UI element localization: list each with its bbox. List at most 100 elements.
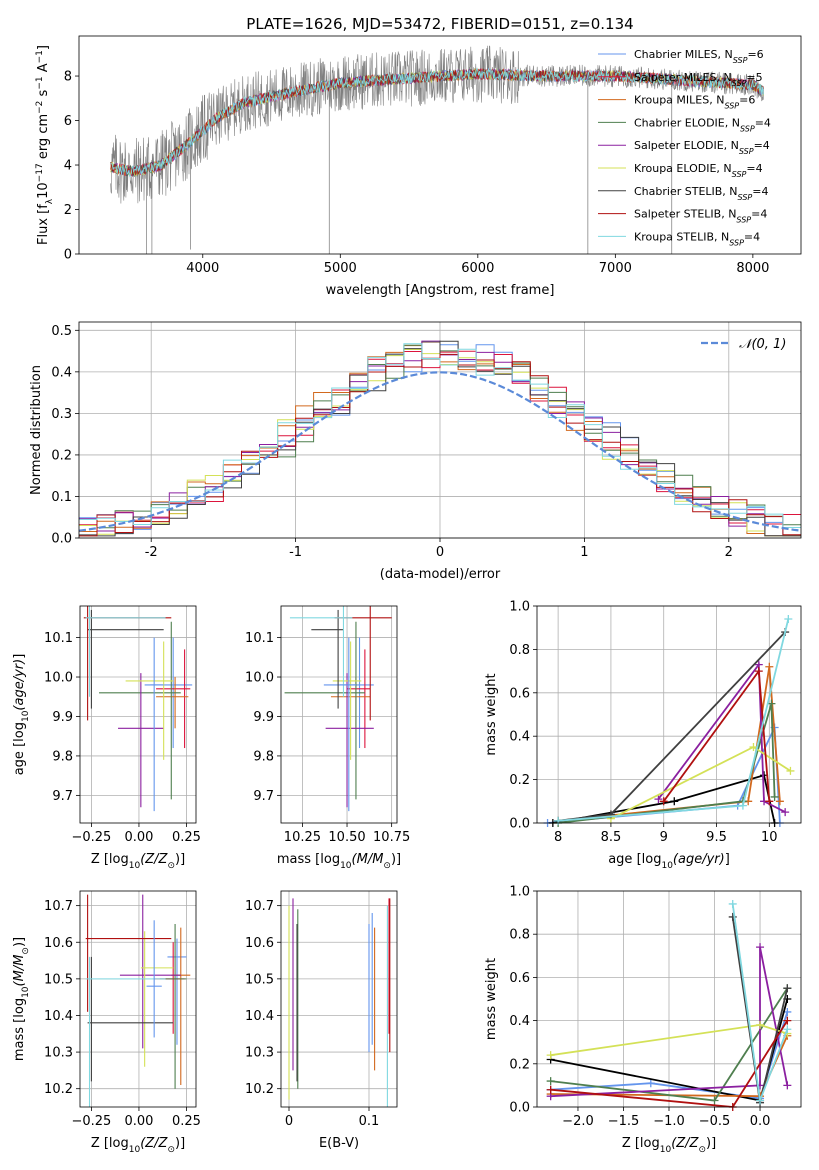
y-tick-label: 8 bbox=[64, 70, 72, 85]
y-axis-label: mass [log10(M/M⊙)] bbox=[12, 937, 31, 1061]
mass-weight-line bbox=[557, 631, 786, 822]
x-tick-label: 8000 bbox=[736, 261, 769, 276]
y-axis-label: Flux [fλ10−17 erg cm−2 s−1 A−1] bbox=[35, 45, 55, 245]
y-tick-label: 9.7 bbox=[52, 789, 73, 804]
mass-weight-marker bbox=[728, 899, 737, 908]
y-tick-label: 0 bbox=[64, 248, 72, 263]
y-tick-label: 10.2 bbox=[44, 1082, 73, 1097]
x-tick-label: 8.5 bbox=[601, 830, 622, 845]
y-tick-label: 10.7 bbox=[245, 899, 274, 914]
y-tick-label: 10.1 bbox=[245, 631, 274, 646]
x-tick-label: 0.00 bbox=[124, 1114, 153, 1129]
y-tick-label: 10.6 bbox=[245, 936, 274, 951]
mass-weight-vs-metallicity-panel: −2.0 −1.5 −1.0 −0.5 0.0 0.0 0.2 0.4 0.6 0.8 1.0 Z [… bbox=[484, 885, 802, 1155]
y-tick-label: 0.6 bbox=[509, 686, 530, 701]
mass-weight-marker bbox=[546, 1051, 555, 1060]
y-tick-label: 0.6 bbox=[509, 971, 530, 986]
axes-frame bbox=[78, 35, 802, 255]
y-tick-label: 9.7 bbox=[253, 789, 274, 804]
model-spectrum-line bbox=[110, 67, 764, 177]
y-tick-label: 10.3 bbox=[44, 1046, 73, 1061]
x-tick-label: 0.00 bbox=[124, 830, 153, 845]
legend-entry: Salpeter ELODIE, NSSP=4 bbox=[634, 139, 770, 156]
x-axis-label: mass [log10(M/M⊙)] bbox=[277, 852, 401, 871]
x-tick-label: 9.5 bbox=[706, 830, 727, 845]
legend-entry: Kroupa MILES, NSSP=6 bbox=[634, 94, 755, 111]
y-tick-label: 4 bbox=[64, 159, 72, 174]
mass-weight-marker bbox=[783, 1025, 792, 1034]
y-axis-label: Normed distribution bbox=[29, 365, 44, 495]
x-tick-label: 0.0 bbox=[750, 1114, 771, 1129]
mass-weight-marker bbox=[786, 766, 795, 775]
y-tick-label: 0.4 bbox=[509, 1014, 530, 1029]
x-axis-label: Z [log10(Z/Z⊙)] bbox=[91, 1136, 185, 1155]
mass-weight-marker bbox=[783, 984, 792, 993]
x-tick-label: 8 bbox=[554, 830, 562, 845]
x-tick-label: 6000 bbox=[461, 261, 494, 276]
legend-entry: Kroupa ELODIE, NSSP=4 bbox=[634, 162, 763, 179]
mass-weight-marker bbox=[738, 801, 747, 810]
x-tick-label: 10 bbox=[761, 830, 778, 845]
x-tick-label: 5000 bbox=[324, 261, 357, 276]
mass-weight-marker bbox=[554, 816, 563, 825]
mass-weight-marker bbox=[767, 699, 776, 708]
y-tick-label: 10.4 bbox=[245, 1009, 274, 1024]
x-tick-label: 0.25 bbox=[172, 830, 201, 845]
y-tick-label: 6 bbox=[64, 114, 72, 129]
legend-entry: Chabrier ELODIE, NSSP=4 bbox=[634, 116, 771, 132]
x-tick-label: −0.25 bbox=[71, 1114, 111, 1129]
mass-weight-line bbox=[557, 703, 776, 823]
y-tick-label: 10.6 bbox=[44, 936, 73, 951]
x-tick-label: 0 bbox=[285, 1114, 293, 1129]
x-tick-label: −1.0 bbox=[653, 1114, 685, 1129]
histogram-step-line bbox=[79, 343, 801, 528]
y-tick-label: 9.9 bbox=[253, 710, 274, 725]
mass-weight-marker bbox=[756, 1096, 765, 1105]
y-tick-label: 10.5 bbox=[44, 972, 73, 987]
x-tick-label: −1.5 bbox=[608, 1114, 640, 1129]
x-tick-label: 10.25 bbox=[284, 830, 321, 845]
mass-weight-marker bbox=[783, 1081, 792, 1090]
age-vs-metallicity-panel: −0.25 0.00 0.25 9.7 9.8 9.9 10.0 10.1 Z [log10(Z… bbox=[12, 605, 201, 871]
mass-weight-marker bbox=[765, 797, 774, 806]
x-tick-label: 1 bbox=[580, 545, 588, 560]
y-tick-label: 1.0 bbox=[509, 600, 530, 615]
y-tick-label: 2 bbox=[64, 203, 72, 218]
mass-weight-marker bbox=[770, 792, 779, 801]
x-axis-label: Z [log10(Z/Z⊙)] bbox=[622, 1136, 716, 1155]
x-axis-label: wavelength [Angstrom, rest frame] bbox=[326, 283, 555, 298]
mass-weight-marker bbox=[546, 1077, 555, 1086]
x-tick-label: 0.1 bbox=[359, 1114, 380, 1129]
axes-frame bbox=[78, 321, 802, 539]
y-tick-label: 0.3 bbox=[51, 407, 72, 422]
spectrum-data-line bbox=[110, 45, 764, 204]
x-tick-label: −0.5 bbox=[699, 1114, 731, 1129]
y-tick-label: 0.4 bbox=[509, 730, 530, 745]
y-axis-label: age [log10(age/yr)] bbox=[12, 654, 31, 776]
y-tick-label: 9.8 bbox=[52, 749, 73, 764]
mass-weight-marker bbox=[754, 667, 763, 676]
y-axis-label: mass weight bbox=[484, 673, 499, 755]
x-axis-label: (data-model)/error bbox=[380, 567, 501, 582]
y-tick-label: 10.2 bbox=[245, 1082, 274, 1097]
x-tick-label: −2.0 bbox=[562, 1114, 594, 1129]
mass-weight-marker bbox=[546, 1085, 555, 1094]
y-tick-label: 0.2 bbox=[509, 773, 530, 788]
mass-weight-marker bbox=[710, 1096, 719, 1105]
y-axis-label: mass weight bbox=[484, 958, 499, 1040]
mass-weight-marker bbox=[749, 743, 758, 752]
chart-title: PLATE=1626, MJD=53472, FIBERID=0151, z=0… bbox=[246, 15, 633, 33]
mass-vs-extinction-panel: 0 0.1 10.2 10.3 10.4 10.5 10.6 10.7 E(B-V) bbox=[245, 890, 398, 1151]
mass-weight-marker bbox=[783, 1016, 792, 1025]
axes-frame bbox=[536, 605, 802, 824]
y-tick-label: 10.0 bbox=[44, 671, 73, 686]
x-axis-label: age [log10(age/yr)] bbox=[608, 852, 730, 871]
x-tick-label: 7000 bbox=[599, 261, 632, 276]
y-tick-label: 10.3 bbox=[245, 1046, 274, 1061]
mass-weight-marker bbox=[784, 615, 793, 624]
y-tick-label: 0.0 bbox=[51, 532, 72, 547]
x-tick-label: -1 bbox=[289, 545, 302, 560]
age-vs-mass-panel: 10.25 10.50 10.75 9.7 9.8 9.9 10.0 10.1 mass [lo… bbox=[245, 605, 410, 871]
y-tick-label: 10.0 bbox=[245, 671, 274, 686]
